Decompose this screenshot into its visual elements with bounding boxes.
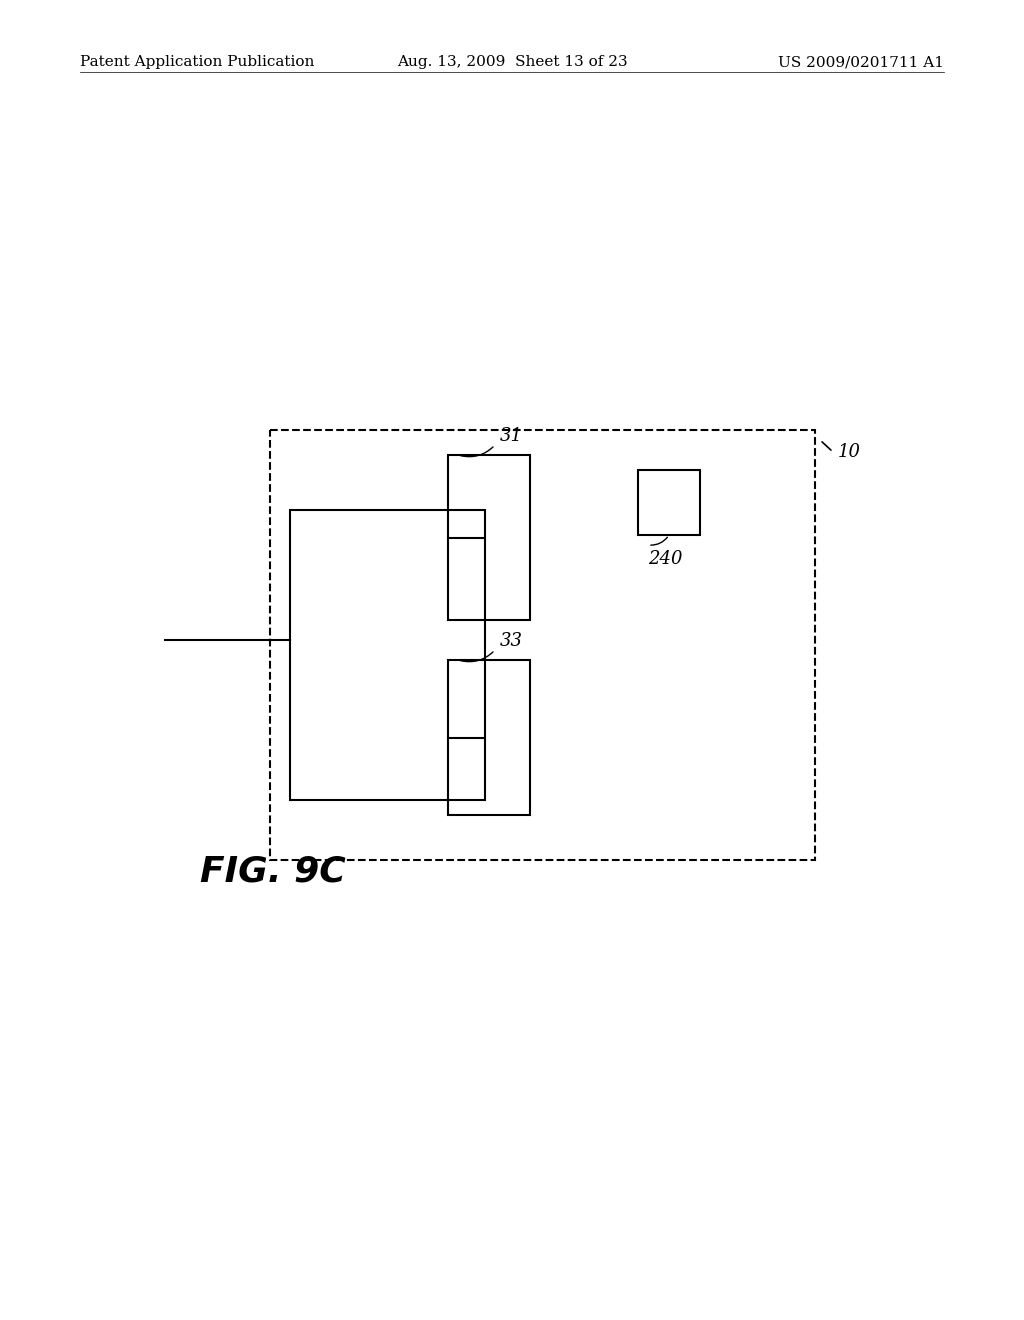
- Bar: [449, 660, 530, 814]
- Text: 10: 10: [838, 444, 861, 461]
- Text: 240: 240: [648, 550, 683, 568]
- Text: Aug. 13, 2009  Sheet 13 of 23: Aug. 13, 2009 Sheet 13 of 23: [396, 55, 628, 69]
- Bar: [290, 510, 485, 800]
- Bar: [270, 430, 815, 861]
- Text: Patent Application Publication: Patent Application Publication: [80, 55, 314, 69]
- Text: 33: 33: [500, 632, 523, 649]
- Text: FIG. 9C: FIG. 9C: [200, 855, 346, 888]
- Text: 31: 31: [500, 426, 523, 445]
- Text: US 2009/0201711 A1: US 2009/0201711 A1: [778, 55, 944, 69]
- Bar: [638, 470, 700, 535]
- Bar: [449, 455, 530, 620]
